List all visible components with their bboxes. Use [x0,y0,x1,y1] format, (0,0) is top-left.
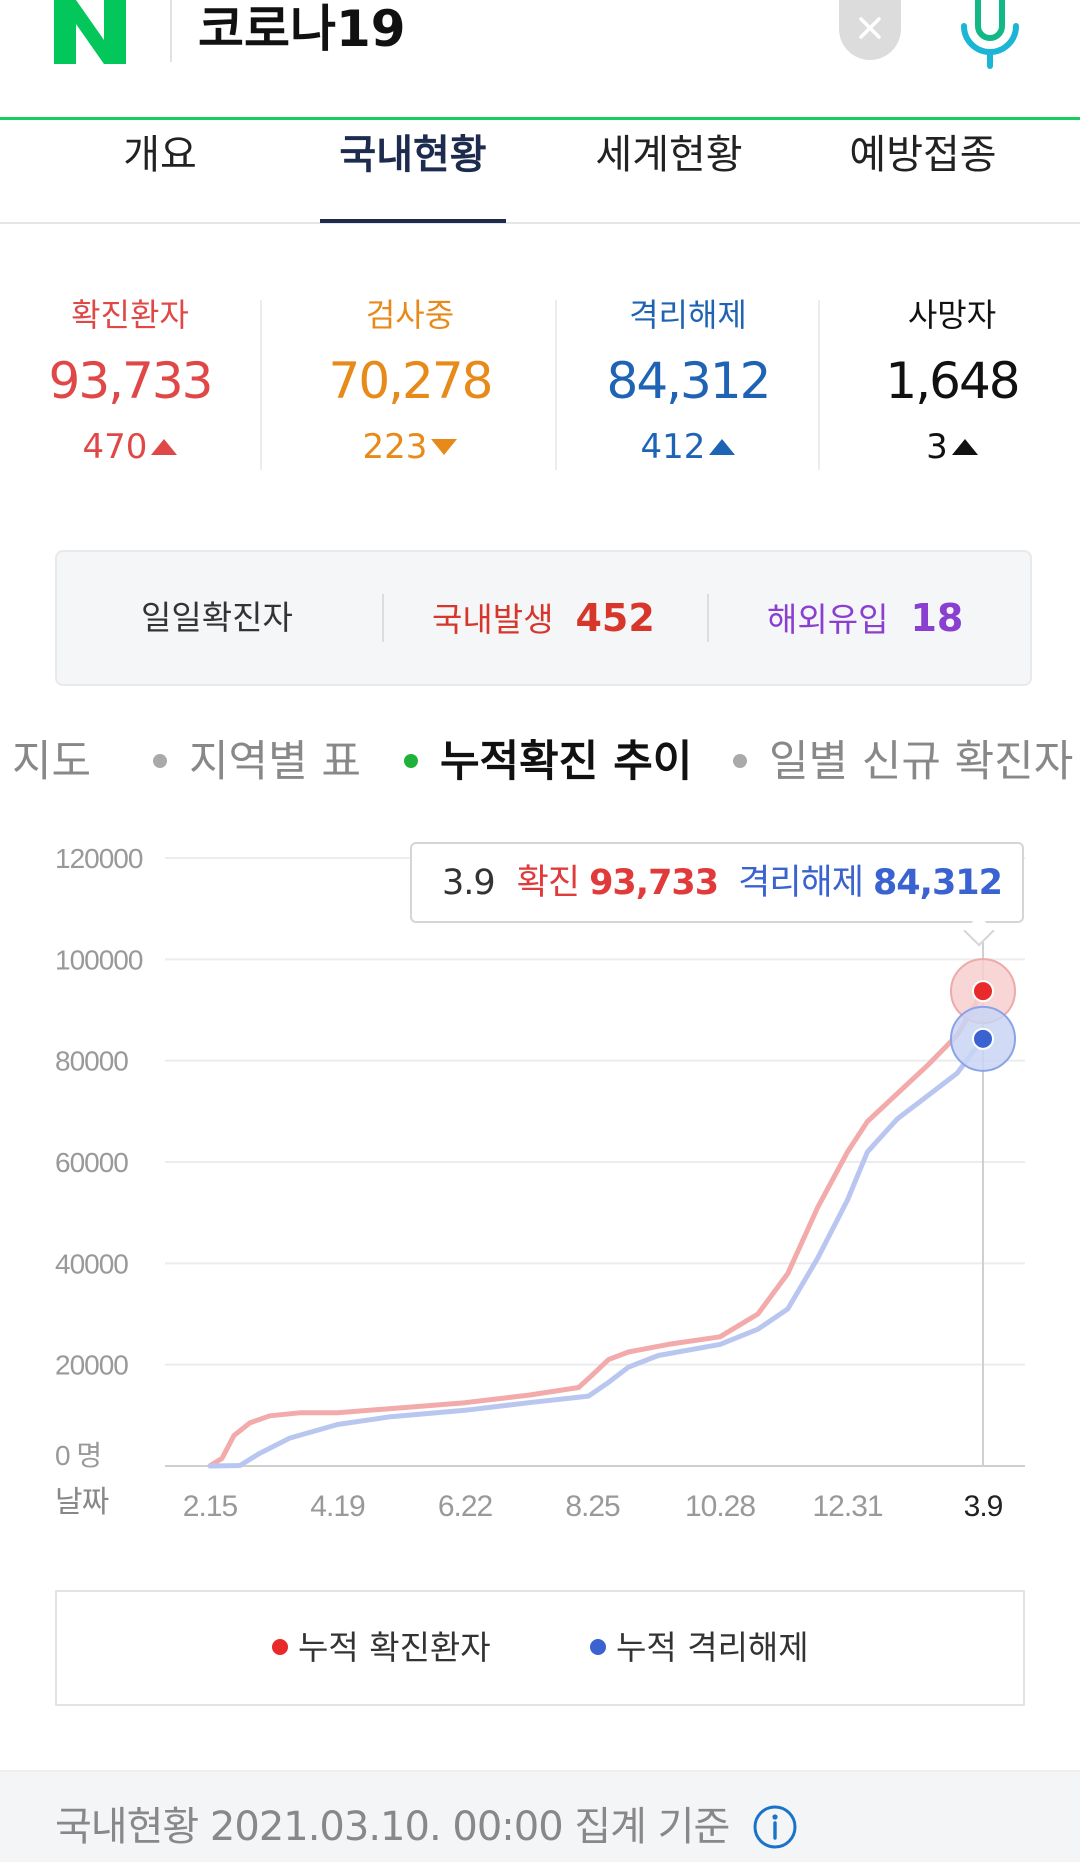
arrow-down-icon [431,439,458,455]
tab-domestic[interactable]: 국내현황 [339,132,487,178]
stat-label: 격리해제 [629,296,747,334]
stat-deaths: 사망자 1,648 3 [842,290,1062,472]
info-icon[interactable] [752,1804,798,1850]
y-tick-label: 80000 [55,1046,128,1077]
series-line-confirmed [207,988,986,1469]
cumulative-trend-chart: 20000 40000 60000 80000 100000 120000 0 명날짜 2.1… [55,843,1025,1523]
bullet-icon [733,753,747,768]
arrow-up-icon [951,439,978,455]
stat-released: 격리해제 84,312 412 [578,290,798,472]
active-tab-indicator [320,219,506,223]
clear-search-button[interactable] [839,0,901,60]
x-tick-label: 3.9 [964,1490,1003,1523]
y-tick-label: 40000 [55,1248,128,1279]
chart-nav-region-table[interactable]: 지역별 표 [153,722,361,802]
stat-divider [555,300,557,470]
naver-logo-icon[interactable] [54,0,126,64]
y-axis-unit-label: 0 명 [55,1440,101,1471]
x-tick-label: 10.28 [685,1490,755,1523]
chart-nav-map[interactable]: 지도 [12,737,92,787]
legend-dot-icon [272,1638,288,1655]
tooltip-date: 3.9 [442,863,496,903]
daily-domestic-value: 452 [575,596,655,640]
chart-legend: 누적 확진환자 누적 격리해제 [55,1590,1025,1706]
stat-label: 확진환자 [71,296,189,334]
search-header: 코로나19 [0,0,1080,120]
legend-dot-icon [590,1638,606,1655]
data-point-released[interactable] [972,1027,994,1050]
series-line-released [207,1036,986,1469]
stat-value: 84,312 [606,352,772,410]
tooltip-released-value: 84,312 [872,863,1003,903]
stat-value: 70,278 [328,352,494,410]
daily-divider [707,594,709,642]
stat-divider [818,300,820,470]
arrow-up-icon [709,439,736,455]
close-icon [859,17,881,39]
chart-tooltip: 3.9 확진 93,733 격리해제 84,312 [410,842,1024,923]
stat-change: 470 [20,422,240,472]
daily-domestic: 국내발생 452 [432,552,655,684]
search-query-text[interactable]: 코로나19 [198,0,406,58]
stat-confirmed: 확진환자 93,733 470 [20,290,240,472]
stat-divider [260,300,262,470]
data-point-confirmed[interactable] [972,980,994,1003]
x-tick-label: 8.25 [565,1490,620,1523]
arrow-up-icon [151,439,178,455]
daily-overseas: 해외유입 18 [767,552,963,684]
x-tick-label: 6.22 [438,1490,493,1523]
stat-change: 223 [300,422,520,472]
footer-bar: 국내현황 2021.03.10. 00:00 집계 기준 [0,1770,1080,1862]
y-tick-label: 60000 [55,1147,128,1178]
x-tick-label: 4.19 [310,1490,365,1523]
microphone-icon[interactable] [950,0,1030,78]
y-tick-label: 20000 [55,1350,128,1381]
daily-divider [382,594,384,642]
daily-label: 일일확진자 [141,598,293,637]
y-tick-label: 100000 [55,944,143,975]
legend-item-released: 누적 격리해제 [590,1592,809,1704]
stat-label: 검사중 [365,296,455,334]
legend-item-confirmed: 누적 확진환자 [272,1592,491,1704]
stat-change: 3 [842,422,1062,472]
chart-nav-cumulative-trend[interactable]: 누적확진 추이 [404,722,692,802]
bullet-icon [404,753,418,768]
tooltip-released-label: 격리해제 [738,863,864,903]
stat-testing: 검사중 70,278 223 [300,290,520,472]
x-tick-label: 2.15 [183,1490,238,1523]
stat-value: 93,733 [48,352,214,410]
y-tick-label: 120000 [55,843,143,874]
chart-nav-daily-new[interactable]: 일별 신규 확진자 [733,722,1073,802]
bullet-icon [153,753,167,768]
daily-domestic-label: 국내발생 [432,600,554,639]
tooltip-confirmed-label: 확진 [516,863,580,903]
x-axis-label: 날짜 [55,1486,109,1519]
data-basis-text: 국내현황 2021.03.10. 00:00 집계 기준 [55,1804,730,1850]
stat-label: 사망자 [907,296,997,334]
daily-confirmed-box: 일일확진자 국내발생 452 해외유입 18 [55,550,1032,686]
tab-overview[interactable]: 개요 [123,132,197,178]
stat-change: 412 [578,422,798,472]
tab-world[interactable]: 세계현황 [595,132,743,178]
daily-overseas-label: 해외유입 [767,600,889,639]
x-tick-label: 12.31 [812,1490,882,1523]
header-divider [170,0,172,62]
stat-value: 1,648 [885,352,1020,410]
daily-overseas-value: 18 [910,596,964,640]
tab-vaccination[interactable]: 예방접종 [849,132,997,178]
tooltip-confirmed-value: 93,733 [589,863,719,903]
section-tabs: 개요 국내현황 세계현황 예방접종 [0,123,1080,224]
